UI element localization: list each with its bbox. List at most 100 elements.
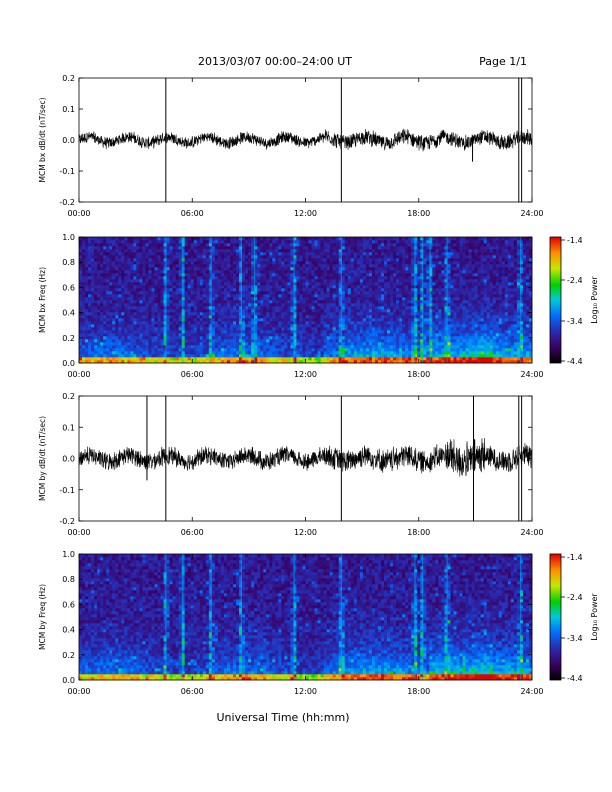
spectrogram-cell: [417, 333, 421, 337]
spectrogram-cell: [233, 282, 237, 286]
spectrogram-cell: [239, 294, 243, 298]
spectrogram-cell: [217, 351, 222, 355]
spectrogram-cell: [311, 324, 315, 328]
spectrogram-cell: [384, 270, 388, 274]
spectrogram-cell: [396, 264, 400, 268]
spectrogram-cell: [417, 282, 421, 286]
spectrogram-cell: [278, 243, 282, 247]
spectrogram-cell: [396, 354, 400, 358]
spectrogram-cell: [314, 324, 318, 328]
spectrogram-cell: [429, 303, 433, 307]
spectrogram-cell: [193, 303, 198, 307]
spectrogram-cell: [139, 285, 143, 289]
spectrogram-cell: [374, 267, 379, 271]
spectrogram-cell: [103, 267, 107, 271]
spectrogram-cell: [169, 249, 173, 253]
spectrogram-cell: [411, 318, 415, 322]
spectrogram-cell: [371, 309, 376, 313]
spectrogram-cell: [127, 285, 131, 289]
spectrogram-cell: [166, 240, 170, 244]
spectrogram-cell: [284, 297, 288, 301]
spectrogram-cell: [211, 273, 216, 277]
spectrogram-cell: [239, 285, 243, 289]
spectrogram-cell: [417, 249, 421, 253]
spectrogram-cell: [88, 276, 92, 280]
spectrogram-cell: [214, 348, 219, 352]
spectrogram-cell: [384, 306, 388, 310]
spectrogram-cell: [160, 306, 164, 310]
spectrogram-cell: [417, 246, 421, 250]
spectrogram-cell: [335, 270, 340, 274]
spectrogram-cell: [326, 276, 330, 280]
spectrogram-cell: [196, 342, 201, 346]
spectrogram-cell: [217, 333, 222, 337]
spectrogram-cell: [272, 345, 276, 349]
spectrogram-cell: [154, 303, 158, 307]
spectrogram-cell: [157, 261, 161, 265]
spectrogram-cell: [257, 258, 261, 262]
spectrogram-cell: [79, 291, 83, 295]
spectrogram-cell: [353, 318, 358, 322]
spectrogram-cell: [266, 342, 270, 346]
spectrogram-cell: [226, 312, 231, 316]
spectrogram-cell: [311, 285, 315, 289]
spectrogram-cell: [109, 354, 113, 358]
spectrogram-cell: [387, 300, 391, 304]
spectrogram-cell: [172, 285, 176, 289]
spectrogram-cell: [115, 339, 119, 343]
spectrogram-cell: [257, 339, 261, 343]
spectrogram-cell: [211, 315, 216, 319]
spectrogram-cell: [390, 318, 394, 322]
spectrogram-cell: [251, 279, 255, 283]
spectrogram-cell: [272, 285, 276, 289]
spectrogram-cell: [217, 360, 222, 364]
spectrogram-cell: [136, 288, 140, 292]
spectrogram-cell: [208, 285, 213, 289]
spectrogram-cell: [148, 246, 152, 250]
spectrogram-cell: [329, 330, 333, 334]
spectrogram-cell: [399, 285, 403, 289]
spectrogram-cell: [329, 336, 333, 340]
spectrogram-cell: [142, 357, 146, 361]
spectrogram-cell: [269, 249, 273, 253]
spectrogram-cell: [230, 270, 234, 274]
spectrogram-cell: [393, 294, 397, 298]
spectrogram-cell: [154, 351, 158, 355]
spectrogram-cell: [233, 291, 237, 295]
spectrogram-cell: [91, 297, 95, 301]
spectrogram-cell: [211, 354, 216, 358]
spectrogram-cell: [112, 294, 116, 298]
spectrogram-cell: [329, 345, 333, 349]
spectrogram-cell: [254, 276, 258, 280]
spectrogram-cell: [387, 237, 391, 241]
spectrogram-cell: [106, 342, 110, 346]
spectrogram-cell: [130, 288, 134, 292]
spectrogram-cell: [272, 318, 276, 322]
spectrogram-cell: [399, 354, 403, 358]
spectrogram-cell: [426, 273, 430, 277]
spectrogram-cell: [371, 297, 376, 301]
spectrogram-cell: [94, 318, 98, 322]
spectrogram-cell: [350, 279, 355, 283]
spectrogram-cell: [103, 315, 107, 319]
spectrogram-cell: [263, 333, 267, 337]
spectrogram-cell: [82, 348, 86, 352]
spectrogram-cell: [184, 252, 189, 256]
spectrogram-cell: [308, 306, 312, 310]
spectrogram-cell: [154, 279, 158, 283]
spectrogram-cell: [214, 318, 219, 322]
spectrogram-cell: [381, 285, 385, 289]
spectrogram-cell: [429, 252, 433, 256]
spectrogram-cell: [106, 312, 110, 316]
spectrogram-cell: [323, 237, 327, 241]
spectrogram-cell: [85, 249, 89, 253]
spectrogram-cell: [426, 252, 430, 256]
spectrogram-cell: [100, 285, 104, 289]
spectrogram-cell: [390, 309, 394, 313]
spectrogram-cell: [236, 249, 240, 253]
spectrogram-cell: [157, 264, 161, 268]
spectrogram-cell: [387, 291, 391, 295]
spectrogram-cell: [112, 324, 116, 328]
spectrogram-cell: [91, 339, 95, 343]
spectrogram-cell: [393, 354, 397, 358]
